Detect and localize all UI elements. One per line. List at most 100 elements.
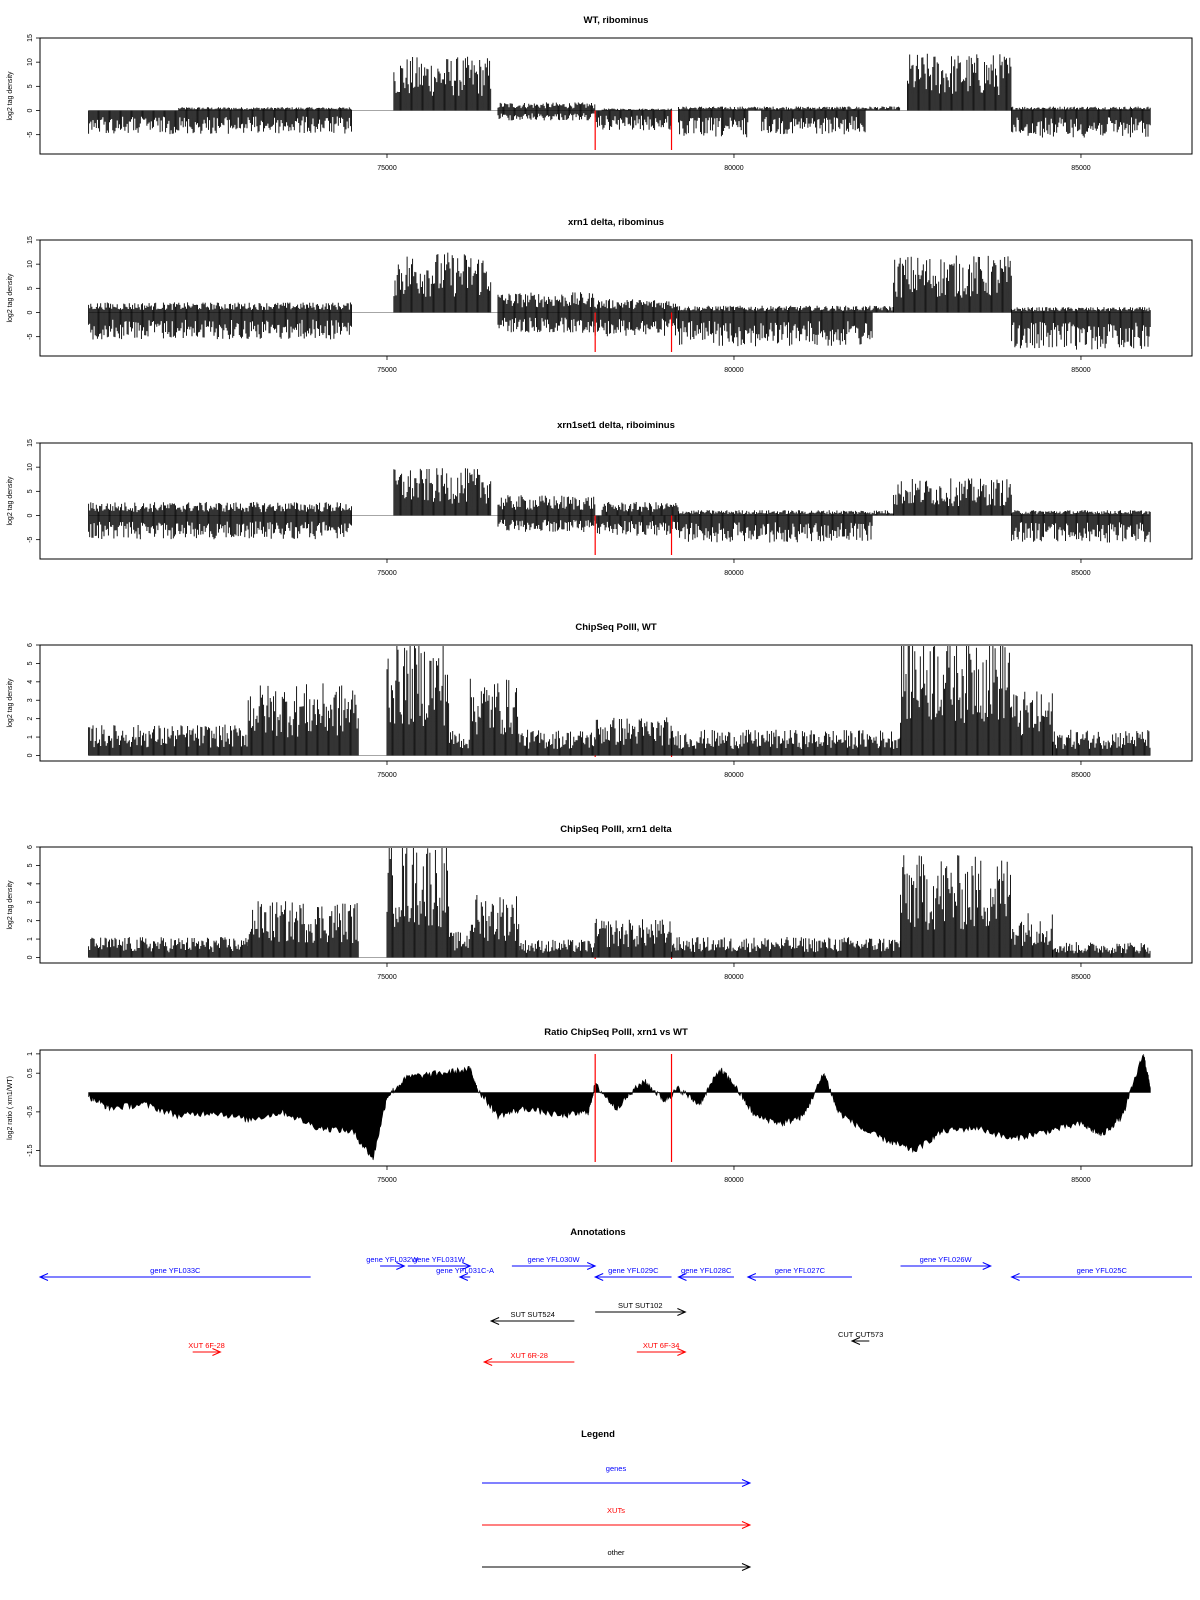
y-tick-label: 15 [27,34,34,42]
arrow-head [396,1262,406,1270]
y-tick-label: 15 [27,236,34,244]
x-tick-label: 85000 [1071,974,1091,981]
x-tick-label: 80000 [724,570,744,577]
y-tick-label: -5 [27,536,34,542]
legend-label: other [607,1548,625,1557]
arrow-head [458,1273,469,1281]
signal-bars [88,468,1151,516]
annotation-feature: gene YFL028C [677,1266,734,1281]
arrow-head [677,1348,687,1356]
feature-label: gene YFL033C [150,1266,201,1275]
feature-label: SUT SUT102 [618,1301,662,1310]
feature-label: gene YFL025C [1077,1266,1128,1275]
arrow-head [746,1273,757,1281]
x-tick-label: 80000 [724,974,744,981]
plot-frame [39,37,1193,155]
annotation-feature: gene YFL027C [746,1266,852,1281]
x-tick-label: 75000 [377,165,397,172]
signal-bars [88,848,1151,958]
x-tick-label: 75000 [377,974,397,981]
arrow-head [677,1308,687,1316]
annotations-title: Annotations [570,1227,625,1238]
x-tick-label: 75000 [377,1177,397,1184]
track-panel: xrn1 delta, ribominus log2 tag density -5 0… [7,217,1193,374]
y-tick-label: 5 [27,661,34,665]
y-tick-label: 6 [27,845,34,849]
plot-frame [39,644,1193,762]
arrow-head [212,1348,222,1356]
legend-entry: genes [482,1464,752,1487]
annotation-feature: gene YFL025C [1010,1266,1192,1281]
arrow-head [850,1337,861,1345]
x-tick-label: 80000 [724,772,744,779]
feature-label: SUT SUT524 [510,1310,554,1319]
y-tick-label: 4 [27,680,34,684]
plot-frame [39,1049,1193,1167]
x-tick-label: 85000 [1071,772,1091,779]
panel-title: Ratio ChipSeq PolII, xrn1 vs WT [544,1027,688,1038]
annotation-feature: XUT 6R-28 [482,1351,575,1366]
annotation-feature: gene YFL032W [366,1255,419,1270]
annotation-feature: gene YFL031W [407,1255,472,1270]
signal-bars [88,252,1151,313]
x-tick-label: 85000 [1071,1177,1091,1184]
annotation-feature: gene YFL026W [900,1255,992,1270]
plot-frame [39,846,1193,964]
plot-frame [39,239,1193,357]
panel-title: xrn1set1 delta, riboiminus [557,420,675,431]
y-tick-label: 4 [27,882,34,886]
y-tick-label: 0 [27,513,34,517]
arrow-head [593,1273,604,1281]
x-tick-label: 85000 [1071,570,1091,577]
feature-label: gene YFL032W [366,1255,419,1264]
annotation-feature: XUT 6F-34 [636,1341,687,1356]
annotation-feature: XUT 6F-28 [188,1341,225,1356]
annotation-feature: SUT SUT102 [595,1301,687,1316]
ratio-area [88,1054,1151,1161]
annotation-feature: gene YFL031C-A [436,1266,494,1281]
y-tick-label: 6 [27,643,34,647]
arrow-head [677,1273,687,1281]
y-tick-label: -5 [27,131,34,137]
legend-title: Legend [581,1429,615,1440]
y-tick-label: 5 [27,84,34,88]
y-tick-label: 5 [27,286,34,290]
y-tick-label: 15 [27,439,34,447]
signal-bars [88,646,1151,756]
x-tick-label: 80000 [724,367,744,374]
x-tick-label: 75000 [377,570,397,577]
y-axis-label: log2 tag density [7,476,14,526]
feature-label: gene YFL028C [681,1266,732,1275]
track-panel: WT, ribominus log2 tag density -5 0 5 10 15 750… [7,15,1193,172]
x-tick-label: 75000 [377,367,397,374]
arrow-head [489,1317,500,1325]
arrow-head [38,1273,49,1281]
legend-entry: XUTs [482,1506,752,1529]
signal-bars [88,312,1151,350]
y-tick-label: 2 [27,717,34,721]
y-tick-label: 5 [27,489,34,493]
y-tick-label: 1 [27,1052,34,1056]
y-axis-label: log2 tag density [7,678,14,728]
legend-label: genes [606,1464,627,1473]
signal-bars [88,110,1151,138]
annotation-feature: CUT CUT573 [838,1330,883,1345]
y-tick-label: 2 [27,919,34,923]
feature-label: gene YFL029C [608,1266,659,1275]
feature-label: gene YFL030W [528,1255,581,1264]
y-tick-label: 1 [27,937,34,941]
x-tick-label: 80000 [724,165,744,172]
track-panel: ChipSeq PolII, xrn1 delta log2 tag densit… [7,824,1193,981]
legend-entries: genes XUTs other [482,1464,752,1571]
annotation-feature: SUT SUT524 [489,1310,575,1325]
y-tick-label: 0 [27,310,34,314]
y-tick-label: 0 [27,753,34,757]
arrow-head [586,1262,597,1270]
track-panel: Ratio ChipSeq PolII, xrn1 vs WT log2 rati… [7,1027,1193,1184]
arrow-head [482,1358,493,1366]
legend-entry: other [482,1548,752,1571]
x-tick-label: 85000 [1071,165,1091,172]
panel-title: ChipSeq PolII, WT [575,622,656,633]
